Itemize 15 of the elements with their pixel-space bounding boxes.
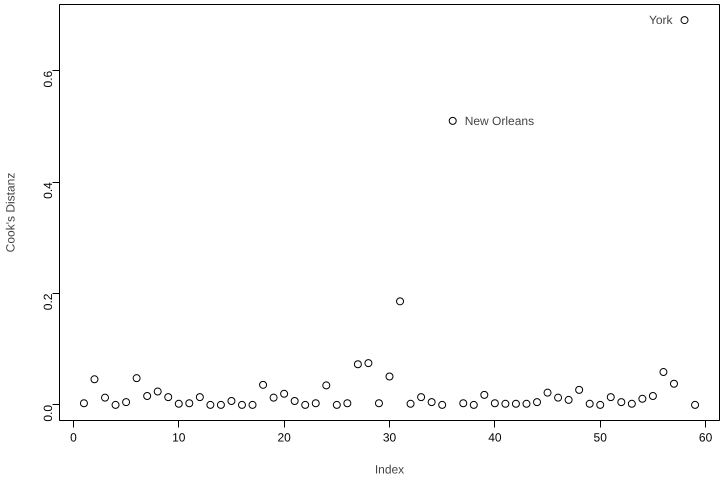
annotation: York [648, 13, 674, 28]
x-tick-label: 60 [698, 430, 713, 444]
x-tick-label: 0 [70, 430, 78, 444]
x-tick-label: 40 [488, 430, 502, 444]
x-tick-label: 20 [277, 430, 292, 444]
y-tick-label: 0.4 [41, 182, 55, 199]
annotation: New Orleans [464, 114, 534, 128]
y-tick-label: 0.6 [41, 70, 55, 88]
x-tick-label: 50 [594, 430, 608, 444]
x-axis-title: Index [374, 462, 404, 476]
y-axis-title: Cook's Distanz [4, 172, 18, 252]
x-tick-label: 30 [382, 430, 396, 444]
y-tick-label: 0.0 [41, 404, 55, 422]
y-tick-label: 0.2 [41, 293, 55, 310]
x-tick-label: 10 [172, 430, 186, 444]
